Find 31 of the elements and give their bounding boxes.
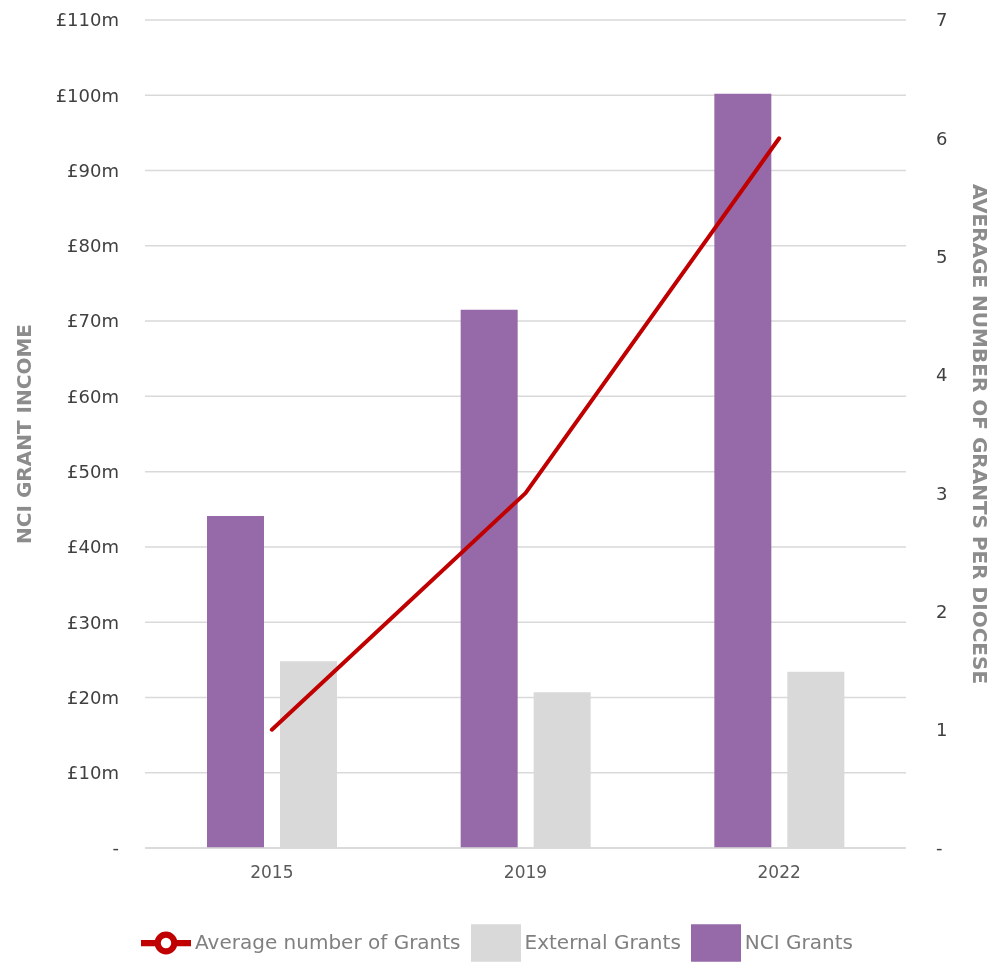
y2-tick-label: 7 (936, 9, 948, 31)
y-tick-label: £20m (67, 686, 119, 708)
y2-tick-label: 5 (936, 245, 948, 267)
y-tick-label: £100m (55, 84, 119, 106)
x-tick-label: 2015 (250, 862, 294, 883)
y2-tick-label: 6 (936, 127, 948, 149)
y-tick-label: £70m (67, 310, 119, 332)
legend-label: Average number of Grants (195, 929, 461, 954)
y2-tick-label: 1 (936, 719, 948, 741)
y-tick-label: £80m (67, 235, 119, 257)
x-tick-label: 2022 (757, 862, 801, 883)
bar (207, 516, 264, 848)
y-tick-label: £60m (67, 385, 119, 407)
bar (714, 93, 772, 848)
y2-tick-label: 4 (936, 364, 948, 386)
legend-label: NCI Grants (744, 929, 853, 954)
y-tick-label: £90m (67, 159, 119, 181)
y-tick-label: £50m (67, 461, 119, 483)
y2-tick-label: 2 (936, 600, 948, 622)
y2-tick-label: 3 (936, 482, 948, 504)
y-tick-label: £110m (55, 9, 119, 31)
legend-label: External Grants (524, 929, 681, 954)
y-axis-title: NCI GRANT INCOME (12, 324, 37, 544)
x-tick-label: 2019 (503, 862, 548, 883)
y-tick-label: £30m (67, 611, 119, 633)
y-tick-label: £10m (67, 762, 119, 784)
bar (460, 309, 518, 848)
y2-axis-title: AVERAGE NUMBER OF GRANTS PER DIOCESE (967, 183, 992, 685)
y-tick-label: £40m (67, 536, 119, 558)
y2-tick-label: - (936, 837, 943, 859)
y-tick-label: - (112, 837, 119, 859)
